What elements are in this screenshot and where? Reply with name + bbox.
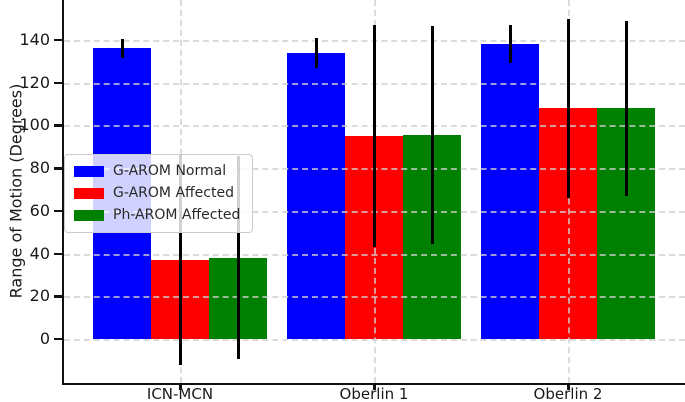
error-bar xyxy=(314,37,318,68)
y-tick-mark xyxy=(54,81,62,85)
legend-item-2: Ph-AROM Affected xyxy=(74,207,240,224)
y-tick-label: 0 xyxy=(39,328,50,348)
x-tick-label: Oberlin 1 xyxy=(339,385,409,402)
y-tick-mark xyxy=(54,209,62,213)
legend-label: G-AROM Affected xyxy=(113,185,234,201)
y-tick-mark xyxy=(54,124,62,127)
bar-oberlin-2-s0 xyxy=(481,44,539,339)
y-tick-mark xyxy=(54,38,62,42)
error-bar xyxy=(566,18,570,198)
y-tick-mark xyxy=(54,167,62,170)
legend: G-AROM Normal G-AROM Affected Ph-AROM Affe… xyxy=(64,154,254,233)
h-gridline xyxy=(64,296,685,299)
legend-swatch-icon xyxy=(74,210,104,221)
x-tick-mark xyxy=(179,385,182,390)
h-gridline xyxy=(64,338,685,341)
legend-label: Ph-AROM Affected xyxy=(113,207,241,223)
x-tick-mark xyxy=(373,385,376,390)
y-tick-label: 120 xyxy=(19,72,50,92)
legend-swatch-icon xyxy=(74,188,104,199)
y-tick-label: 80 xyxy=(29,158,50,178)
y-tick-label: 40 xyxy=(29,243,50,263)
error-bar xyxy=(624,20,628,196)
bar-oberlin-1-s0 xyxy=(287,52,345,339)
x-tick-mark xyxy=(567,385,570,390)
y-tick-label: 140 xyxy=(19,29,50,49)
error-bar xyxy=(120,38,124,59)
x-tick-label: ICN-MCN xyxy=(146,385,214,402)
y-tick-label: 60 xyxy=(29,200,50,220)
y-tick-mark xyxy=(54,295,62,298)
error-bar xyxy=(178,155,182,365)
plot-area xyxy=(62,0,685,385)
legend-item-1: G-AROM Affected xyxy=(74,185,240,202)
y-tick-mark xyxy=(54,337,62,341)
y-tick-mark xyxy=(54,252,62,256)
x-tick-label: Oberlin 2 xyxy=(533,385,603,402)
error-bar xyxy=(508,24,512,64)
error-bar xyxy=(430,26,434,244)
error-bar xyxy=(372,24,376,248)
y-tick-label: 100 xyxy=(19,115,50,135)
legend-label: G-AROM Normal xyxy=(113,163,227,179)
legend-swatch-icon xyxy=(74,166,104,177)
legend-item-0: G-AROM Normal xyxy=(74,163,240,180)
y-tick-label: 20 xyxy=(29,286,50,306)
error-bar xyxy=(236,156,240,360)
h-gridline xyxy=(64,253,685,256)
